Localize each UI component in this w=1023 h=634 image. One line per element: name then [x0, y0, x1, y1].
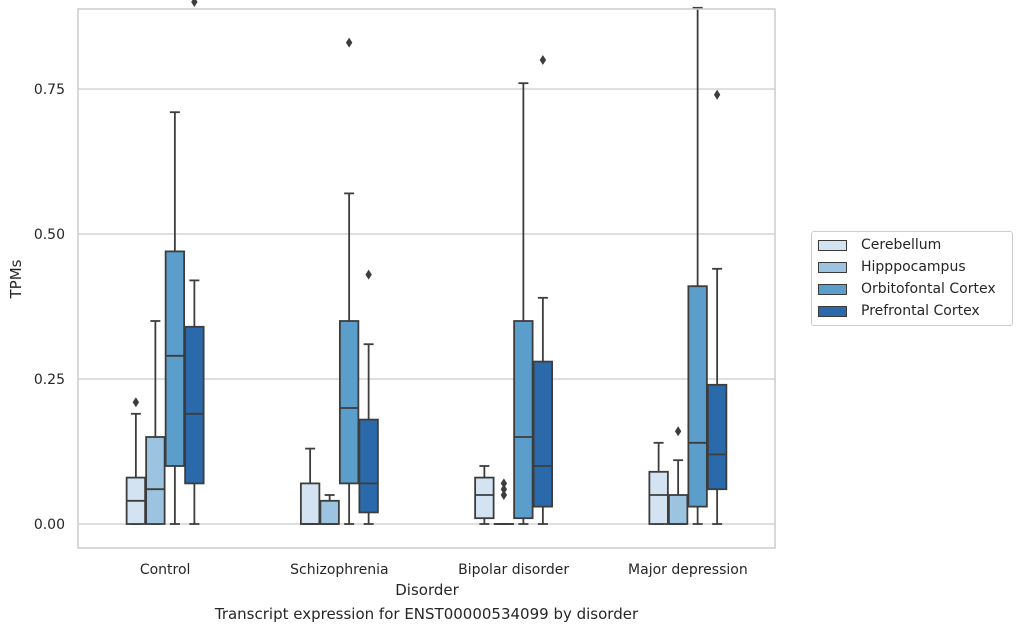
- box-iqr: [338, 320, 360, 485]
- box-iqr: [299, 482, 321, 525]
- box-hipppocampus-control: [145, 320, 166, 525]
- box-cerebellum-schizophrenia: [299, 447, 321, 525]
- outlier-point: [674, 426, 682, 437]
- x-axis-label: Disorder: [395, 581, 459, 599]
- x-tick-label: Control: [140, 562, 191, 578]
- box-cerebellum-control: [125, 397, 147, 525]
- x-tick-label: Bipolar disorder: [458, 562, 569, 578]
- legend-swatch-hippocampus: [818, 261, 847, 273]
- box-hipppocampus-schizophrenia: [319, 494, 340, 525]
- x-tick-label: Major depression: [628, 562, 748, 578]
- box-iqr: [145, 436, 166, 525]
- outlier-point: [713, 89, 721, 100]
- box-hipppocampus-bipolar-disorder: [493, 478, 515, 525]
- legend-item-cerebellum: Cerebellum: [818, 236, 941, 254]
- box-cerebellum-bipolar-disorder: [474, 465, 495, 525]
- box-iqr: [532, 360, 554, 508]
- outlier-point: [132, 397, 140, 408]
- box-prefrontal-cortex-major-depression: [706, 89, 728, 525]
- legend-item-prefrontal-cortex: Prefrontal Cortex: [818, 302, 980, 320]
- legend-swatch-prefrontal-cortex: [818, 305, 847, 317]
- legend-item-hippocampus: Hipppocampus: [818, 258, 966, 276]
- box-iqr: [184, 325, 205, 485]
- legend: Cerebellum Hipppocampus Orbitofontal Cor…: [811, 231, 1013, 326]
- outlier-point: [539, 55, 547, 65]
- legend-label-orbitofrontal-cortex: Orbitofontal Cortex: [861, 281, 996, 297]
- box-orbitofontal-cortex-control: [164, 111, 186, 525]
- y-tick-label: 0.25: [34, 372, 65, 388]
- box-orbitofontal-cortex-major-depression: [687, 6, 708, 525]
- y-axis-label: TPMs: [7, 259, 25, 299]
- box-hipppocampus-major-depression: [667, 426, 689, 525]
- outlier-point: [500, 478, 508, 489]
- box-iqr: [687, 285, 708, 508]
- box-iqr: [513, 320, 534, 520]
- x-tick-label: Schizophrenia: [290, 562, 388, 578]
- legend-swatch-cerebellum: [818, 239, 847, 251]
- y-axis-ticks: 0.000.250.500.751.001.251.501.75: [34, 82, 65, 533]
- box-iqr: [358, 418, 379, 514]
- outlier-point: [191, 0, 198, 7]
- outlier-point: [345, 37, 353, 48]
- outlier-point: [365, 269, 372, 280]
- y-tick-label: 0.75: [34, 82, 65, 98]
- box-iqr: [474, 476, 495, 520]
- box-iqr: [667, 494, 689, 525]
- legend-label-cerebellum: Cerebellum: [861, 237, 942, 253]
- box-iqr: [706, 383, 728, 491]
- outlier-point: [500, 484, 508, 495]
- x-axis-ticks: Control Schizophrenia Bipolar disorder Majo…: [140, 562, 748, 578]
- box-iqr: [648, 470, 669, 525]
- legend-item-orbitofrontal-cortex: Orbitofontal Cortex: [818, 280, 996, 298]
- chart-caption: Transcript expression for ENST0000053409…: [214, 605, 639, 623]
- legend-label-hippocampus: Hipppocampus: [861, 259, 966, 275]
- legend-label-prefrontal-cortex: Prefrontal Cortex: [861, 303, 980, 319]
- box-iqr: [319, 499, 340, 525]
- box-prefrontal-cortex-bipolar-disorder: [532, 55, 554, 525]
- y-tick-label: 0.00: [34, 517, 65, 533]
- box-orbitofontal-cortex-bipolar-disorder: [513, 82, 534, 525]
- plot-frame: [77, 8, 776, 549]
- box-cerebellum-major-depression: [648, 441, 669, 525]
- y-tick-label: 0.50: [34, 227, 65, 243]
- box-series: [125, 0, 728, 525]
- box-prefrontal-cortex-schizophrenia: [358, 269, 379, 525]
- box-prefrontal-cortex-control: [184, 0, 205, 525]
- box-iqr: [164, 250, 186, 467]
- outlier-point: [500, 490, 508, 500]
- legend-swatch-orbitofrontal-cortex: [818, 283, 847, 295]
- box-orbitofontal-cortex-schizophrenia: [338, 37, 360, 525]
